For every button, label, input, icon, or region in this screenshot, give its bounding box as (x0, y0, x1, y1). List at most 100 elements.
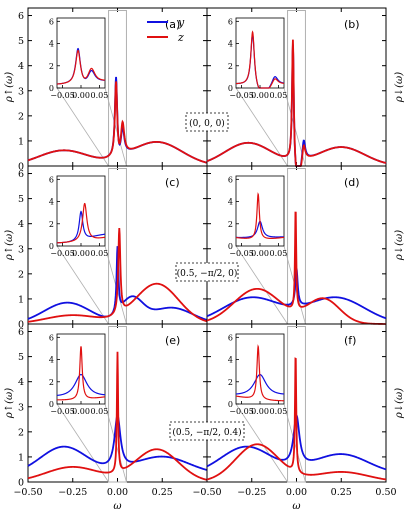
inset: 0 2 4 6 −0.050.00 0.05 (228, 333, 287, 416)
x-tick-label: −0.50 (192, 487, 221, 498)
inset: 0 2 4 6 −0.050.00 0.05 (49, 175, 108, 258)
parameter-box-frame (185, 112, 229, 132)
zoom-connector (56, 403, 109, 483)
inset-x-tick-label: 0.00 (251, 249, 269, 258)
inset-series-z (56, 49, 106, 85)
inset-y-tick-label: 0 (49, 84, 54, 93)
panel-label: (f) (344, 334, 356, 347)
parameter-box: (0, 0, 0) (185, 112, 229, 132)
inset-y-tick-label: 0 (49, 242, 54, 251)
y-tick-label: 3 (18, 86, 24, 97)
inset-x-tick-label: 0.05 (91, 91, 109, 100)
legend: yz (147, 16, 185, 44)
y-axis-label-left: ρ↑(ω) (4, 230, 15, 261)
y-tick-label: 1 (18, 294, 24, 305)
y-tick-label: 3 (18, 402, 24, 413)
panel-d: 0 2 4 6 −0.050.00 0.05 (d) (206, 165, 387, 325)
inset: 0 2 4 6 −0.050.00 0.05 (228, 175, 287, 258)
zoom-connector (235, 87, 288, 167)
parameter-label: (0, 0, 0) (189, 118, 225, 129)
y-tick-label: 4 (18, 61, 24, 72)
inset-y-tick-label: 6 (228, 17, 233, 26)
parameter-box-frame (169, 421, 245, 441)
series-y-curve (27, 246, 208, 321)
y-tick-label: 4 (18, 377, 24, 388)
y-axis-label-right: ρ↓(ω) (394, 388, 405, 419)
panel-f: 0 2 4 6 −0.050.00 0.05 (f) (206, 323, 387, 483)
inset-y-tick-label: 2 (49, 378, 54, 387)
y-tick-label: 5 (18, 36, 24, 47)
inset-y-tick-label: 6 (228, 333, 233, 342)
inset-x-tick-label: 0.05 (270, 91, 288, 100)
y-axis-label-right: ρ↓(ω) (394, 72, 405, 103)
y-tick-label: 5 (18, 352, 24, 363)
legend-label-z: z (177, 31, 184, 44)
x-tick-label: 0.00 (286, 487, 307, 498)
y-tick-label: 6 (18, 11, 24, 22)
y-axis-label-right: ρ↓(ω) (394, 230, 405, 261)
x-tick-label: 0.00 (107, 487, 128, 498)
x-tick-label: −0.50 (13, 487, 42, 498)
zoom-connector (104, 87, 127, 167)
y-tick-label: 3 (18, 244, 24, 255)
x-tick-label: 0.25 (152, 487, 173, 498)
x-tick-label: 0.25 (331, 487, 352, 498)
inset-series-z (235, 344, 285, 402)
inset-y-tick-label: 2 (228, 220, 233, 229)
inset-series-z (56, 202, 106, 244)
y-axis-label-left: ρ↑(ω) (4, 388, 15, 419)
inset-series-z (235, 192, 285, 239)
x-axis: −0.50 −0.25 0.00 0.25 −0.50 −0.25 0.00 0.25 0.50… (13, 487, 396, 512)
inset-x-tick-label: 0.05 (91, 249, 109, 258)
zoom-connector (235, 245, 288, 325)
inset-y-tick-label: 4 (228, 198, 233, 207)
y-axis-labels: ρ↑(ω) ρ↓(ω) ρ↑(ω) ρ↓(ω) ρ↑(ω) ρ↓(ω) (4, 72, 405, 419)
inset-y-tick-label: 4 (49, 356, 54, 365)
series-z-curve (206, 357, 387, 481)
inset-y-tick-label: 2 (49, 220, 54, 229)
inset-y-tick-label: 0 (228, 84, 233, 93)
inset-y-tick-label: 0 (228, 242, 233, 251)
y-tick-label: 2 (18, 427, 24, 438)
panel-label: (e) (165, 334, 180, 347)
inset: 0 2 4 6 −0.050.00 0.05 (228, 17, 287, 100)
y-tick-label: 4 (18, 219, 24, 230)
inset-x-tick-label: −0.05 (50, 249, 75, 258)
inset-series-y (56, 373, 106, 397)
inset-x-tick-label: −0.05 (50, 407, 75, 416)
inset-x-tick-label: 0.05 (91, 407, 109, 416)
zoom-box (108, 326, 127, 483)
zoom-connector (56, 245, 109, 325)
x-tick-label: −0.25 (58, 487, 87, 498)
panel-frame (206, 7, 387, 167)
parameter-label: (0.5, −π/2, 0.4) (172, 427, 241, 438)
y-tick-label: 0 (18, 478, 24, 489)
inset: 0 2 4 6 −0.050.00 0.05 (49, 17, 108, 100)
inset-x-tick-label: 0.05 (270, 407, 288, 416)
inset-x-tick-label: −0.05 (229, 407, 254, 416)
zoom-connector (56, 87, 109, 167)
x-tick-label: −0.25 (237, 487, 266, 498)
inset-x-tick-label: 0.00 (72, 407, 90, 416)
y-tick-label: 6 (18, 327, 24, 338)
parameter-box: (0.5, −π/2, 0.4) (169, 421, 245, 441)
inset-x-tick-label: 0.00 (251, 91, 269, 100)
y-tick-label: 1 (18, 136, 24, 147)
inset-y-tick-label: 4 (228, 356, 233, 365)
inset-y-tick-label: 0 (49, 400, 54, 409)
inset-y-tick-label: 0 (228, 400, 233, 409)
parameter-box-frame (175, 262, 239, 282)
legend-label-y: y (177, 16, 185, 29)
inset-y-tick-label: 4 (49, 198, 54, 207)
inset-frame (235, 175, 285, 247)
y-tick-label: 0 (18, 320, 24, 331)
panel-label: (b) (344, 18, 360, 31)
series-z-curve (206, 39, 387, 167)
inset-y-tick-label: 4 (228, 40, 233, 49)
inset-series-z (57, 346, 106, 401)
series-z-curve (206, 211, 386, 325)
inset-x-tick-label: −0.05 (50, 91, 75, 100)
